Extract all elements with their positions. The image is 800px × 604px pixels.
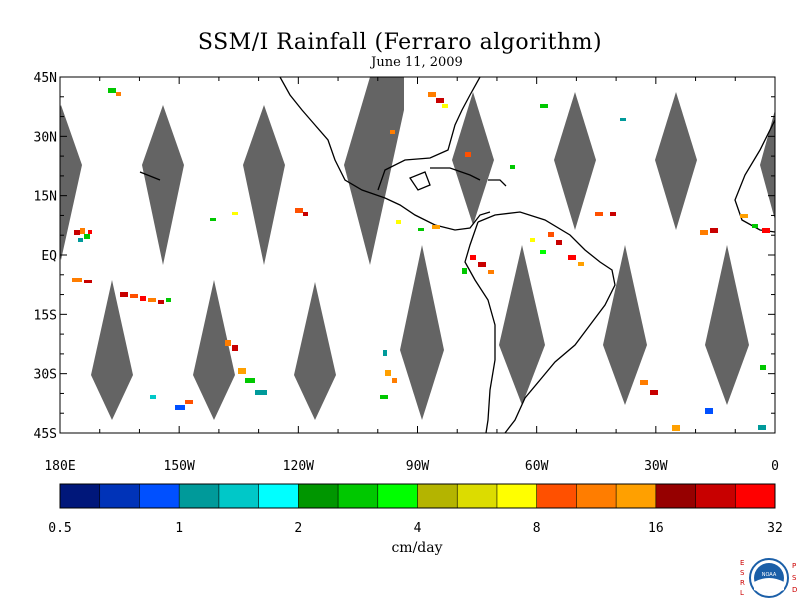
swath-gap [452, 92, 494, 225]
lon-label: 0 [771, 459, 779, 474]
africa-coast [734, 119, 775, 233]
colorbar-tick-label: 4 [414, 521, 422, 536]
south-america-coast [477, 211, 616, 433]
esrl-psd-logo: E S R L P S D NOAA [734, 556, 800, 600]
map-subtitle: June 11, 2009 [371, 55, 463, 70]
gulf-coast [377, 77, 481, 191]
map-title: SSM/I Rainfall (Ferraro algorithm) [197, 30, 603, 55]
axis-ticks [59, 76, 776, 434]
coastlines [139, 77, 775, 433]
lon-label: 180E [44, 459, 75, 474]
lon-label: 90W [406, 459, 430, 474]
colorbar-swatch [338, 484, 379, 508]
esrl-letter: E [740, 559, 744, 567]
hispaniola [488, 179, 507, 187]
lat-label: 30S [34, 368, 57, 383]
south-america-west-coast [464, 221, 496, 433]
rain-cluster-amazon [462, 232, 584, 274]
hawaii [139, 171, 161, 181]
rain-cluster-south-america-west [380, 350, 397, 399]
swath-gap [294, 282, 336, 420]
colorbar-swatch [655, 484, 697, 508]
colorbar-swatch [298, 484, 339, 508]
rain-cluster-south-pacific [150, 340, 267, 410]
rain-cluster-spcz [72, 278, 171, 304]
lat-label: 30N [34, 130, 57, 145]
esrl-letter: S [740, 569, 745, 577]
colorbar-tick-label: 2 [294, 521, 302, 536]
esrl-logo-text: E S R L P S D [740, 559, 797, 597]
swath-gap [60, 105, 82, 260]
colorbar-swatch [616, 484, 657, 508]
swath-gap [243, 105, 285, 265]
colorbar-tick-label: 1 [175, 521, 183, 536]
lon-label: 30W [644, 459, 668, 474]
colorbar-tick-label: 16 [648, 521, 664, 536]
rainfall-clusters [72, 88, 770, 431]
rain-cluster-south-atlantic [640, 365, 766, 431]
noaa-emblem-text: NOAA [762, 572, 777, 578]
colorbar-unit: cm/day [391, 540, 443, 556]
lon-label: 150W [164, 459, 195, 474]
swath-gap [705, 245, 749, 405]
north-america-coast [279, 77, 491, 231]
swath-gaps [60, 77, 775, 420]
colorbar-swatch [576, 484, 617, 508]
colorbar-swatch [179, 484, 220, 508]
lat-label: EQ [41, 249, 57, 264]
lat-label: 45N [34, 71, 57, 86]
colorbar-swatch [139, 484, 180, 508]
colorbar-swatch [496, 484, 538, 508]
swath-gap [760, 110, 775, 220]
rain-cluster-north-pacific [108, 88, 626, 121]
cuba [430, 167, 481, 181]
swath-gap [400, 245, 444, 420]
psd-letter: S [792, 574, 797, 582]
swath-gap [142, 105, 184, 265]
colorbar-swatch [258, 484, 299, 508]
psd-letter: D [792, 586, 797, 594]
lat-label: 45S [34, 427, 57, 442]
colorbar-swatch [735, 484, 776, 508]
lon-label: 60W [525, 459, 549, 474]
yucatan [409, 171, 431, 191]
rain-cluster-tropical-pacific-west [74, 228, 92, 242]
lon-label: 120W [283, 459, 314, 474]
colorbar-swatch [60, 484, 101, 508]
colorbar-tick-label: 32 [767, 521, 783, 536]
swath-gap [603, 245, 647, 405]
swath-gap [554, 92, 596, 230]
colorbar-swatch [377, 484, 418, 508]
swath-gap [499, 245, 545, 405]
lat-label: 15N [34, 190, 57, 205]
longitude-labels: 180E 150W 120W 90W 60W 30W 0 [44, 459, 779, 474]
noaa-emblem-icon: NOAA [749, 558, 789, 598]
colorbar-swatch [417, 484, 458, 508]
rain-cluster-atlantic-itcz [595, 212, 770, 235]
swath-gap [193, 280, 235, 420]
colorbar-swatch [99, 484, 140, 508]
colorbar [59, 483, 776, 509]
colorbar-swatch [218, 484, 260, 508]
rain-cluster-itcz-east-pacific [210, 208, 308, 221]
colorbar-swatch [695, 484, 736, 508]
swath-gap [344, 77, 404, 265]
esrl-letter: R [740, 579, 745, 587]
lat-label: 15S [34, 308, 57, 323]
psd-letter: P [792, 562, 796, 570]
latitude-labels: 45N 30N 15N EQ 15S 30S 45S [34, 71, 58, 442]
rain-cluster-gulf-caribbean [390, 92, 515, 169]
colorbar-swatch [536, 484, 577, 508]
colorbar-swatch [457, 484, 498, 508]
swath-gap [655, 92, 697, 230]
colorbar-tick-label: 0.5 [48, 521, 71, 536]
colorbar-tick-label: 8 [533, 521, 541, 536]
colorbar-tick-labels: 0.5 1 2 4 8 16 32 [48, 521, 783, 536]
esrl-letter: L [740, 589, 744, 597]
rain-cluster-central-america [396, 220, 440, 231]
swath-gap [91, 280, 133, 420]
